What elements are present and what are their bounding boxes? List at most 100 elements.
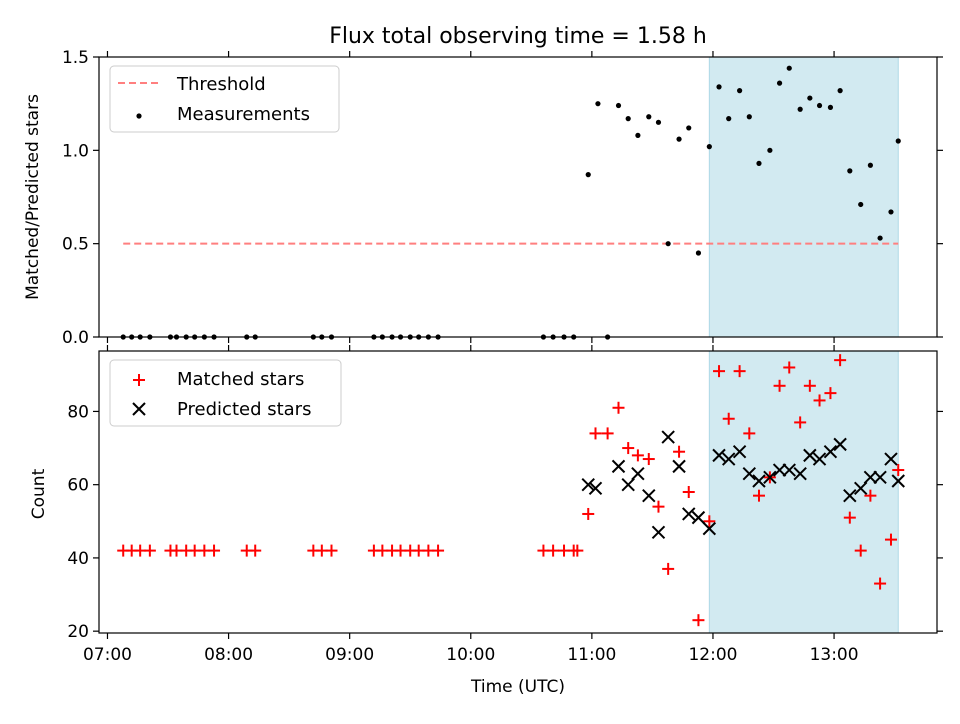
- measurements-point: [615, 102, 622, 109]
- predicted-stars-point: [732, 445, 747, 459]
- predicted-stars-point: [581, 477, 595, 492]
- bottom-points-layer: [117, 354, 905, 627]
- predicted-stars-point: [672, 459, 686, 474]
- matched-stars-point: [325, 544, 338, 557]
- measurements-point: [877, 235, 883, 241]
- predicted-stars-point: [742, 466, 757, 481]
- predicted-stars-point: [631, 466, 645, 481]
- predicted-stars-point: [621, 477, 635, 492]
- predicted-stars-point: [812, 452, 827, 466]
- top-y-tick-label: 0.0: [62, 328, 89, 348]
- x-tick-label: 13:00: [810, 645, 859, 665]
- top-y-tick-label: 0.5: [62, 235, 89, 255]
- measurements-point: [776, 80, 783, 86]
- measurements-point: [807, 95, 813, 101]
- bot-y-tick-label: 20: [67, 622, 89, 642]
- measurements-point: [737, 88, 743, 94]
- predicted-stars-point: [843, 488, 857, 503]
- bottom-axes-border: [98, 350, 938, 634]
- measurements-point: [635, 132, 641, 138]
- bottom-y-ticks: 20 40 60 80: [67, 402, 943, 642]
- predicted-stars-point: [611, 459, 626, 474]
- matched-stars-point: [652, 500, 665, 513]
- measurements-point: [695, 250, 702, 256]
- measurements-point: [585, 172, 591, 178]
- predicted-stars-point: [651, 525, 666, 539]
- measurements-legend-label: Measurements: [177, 104, 310, 125]
- top-x-ticks: [106, 51, 835, 343]
- matched-stars-point: [794, 416, 807, 429]
- matched-stars-point: [884, 533, 897, 546]
- matched-stars-point: [824, 387, 837, 400]
- measurements-point: [827, 104, 834, 110]
- measurements-point: [858, 201, 864, 208]
- measurements-point: [867, 162, 873, 168]
- predicted-stars-point: [884, 452, 898, 466]
- matched-stars-point: [813, 394, 826, 407]
- predicted-stars-point: [891, 474, 905, 488]
- measurements-point: [646, 114, 652, 120]
- matched-stars-point: [582, 507, 595, 520]
- measurements-point: [686, 125, 692, 131]
- measurements-point: [888, 209, 894, 215]
- matched-stars-point: [432, 544, 445, 557]
- bot-y-tick-label: 80: [67, 402, 89, 422]
- matched-stars-point: [612, 401, 625, 414]
- matched-stars-point: [601, 427, 614, 440]
- bottom-legend: Matched stars Predicted stars: [109, 359, 342, 427]
- matched-stars-point: [662, 562, 675, 575]
- matched-stars-point: [631, 449, 644, 462]
- measurements-point: [847, 168, 853, 174]
- matched-stars-point: [571, 544, 584, 557]
- matched-stars-point: [834, 354, 847, 367]
- threshold-legend-label: Threshold: [176, 74, 266, 95]
- predicted-stars-point: [722, 452, 736, 466]
- top-y-axis-label: Matched/Predicted stars: [23, 94, 43, 300]
- predicted-stars-point: [661, 430, 675, 444]
- measurements-point: [746, 114, 752, 120]
- matched-stars-point: [673, 445, 686, 458]
- predicted-stars-point: [763, 470, 777, 485]
- predicted-stars-point: [793, 466, 807, 481]
- top-panel: 0.0 0.5 1.0 1.5 Matched/Predicted stars Thr…: [23, 48, 943, 348]
- matched-stars-point: [854, 544, 867, 557]
- x-tick-label: 09:00: [325, 645, 374, 665]
- figure-title: Flux total observing time = 1.58 h: [329, 24, 707, 49]
- top-shaded-region-layer: [708, 56, 899, 338]
- bottom-panel: 20 40 60 80 07:00 08:00 09:00 10:00 11:00 12:00 1…: [29, 345, 943, 697]
- bottom-legend-box: [109, 359, 342, 427]
- matched-stars-legend-marker: [133, 374, 145, 386]
- measurements-point: [625, 116, 631, 122]
- measurements-point: [816, 102, 823, 109]
- top-y-tick-label: 1.0: [62, 141, 89, 161]
- predicted-stars-point: [691, 510, 706, 525]
- predicted-stars-point: [803, 448, 817, 463]
- matched-stars-point: [892, 464, 905, 477]
- matched-stars-point: [143, 544, 156, 557]
- x-tick-label: 11:00: [567, 645, 616, 665]
- predicted-stars-point: [702, 521, 717, 536]
- predicted-stars-point: [833, 437, 847, 452]
- x-tick-label: 10:00: [446, 645, 495, 665]
- predicted-stars-point: [772, 463, 787, 477]
- top-axes-border: [98, 56, 938, 338]
- predicted-stars-point: [863, 470, 878, 485]
- predicted-stars-legend-marker: [132, 402, 146, 416]
- predicted-stars-point: [782, 463, 796, 477]
- predicted-stars-point: [642, 488, 656, 503]
- matched-stars-point: [692, 614, 705, 627]
- top-legend: Threshold Measurements: [109, 65, 340, 133]
- measurements-point: [837, 88, 843, 94]
- measurements-point: [706, 144, 712, 150]
- measurements-point: [767, 147, 773, 153]
- predicted-stars-legend-label: Predicted stars: [177, 399, 311, 420]
- predicted-stars-point: [823, 445, 838, 459]
- matched-stars-point: [713, 365, 726, 378]
- measurements-point: [756, 160, 762, 166]
- measurements-point: [726, 116, 732, 122]
- x-tick-label: 07:00: [83, 645, 132, 665]
- matched-stars-point: [843, 511, 856, 524]
- matched-stars-point: [547, 544, 560, 557]
- matched-stars-legend-label: Matched stars: [177, 369, 304, 390]
